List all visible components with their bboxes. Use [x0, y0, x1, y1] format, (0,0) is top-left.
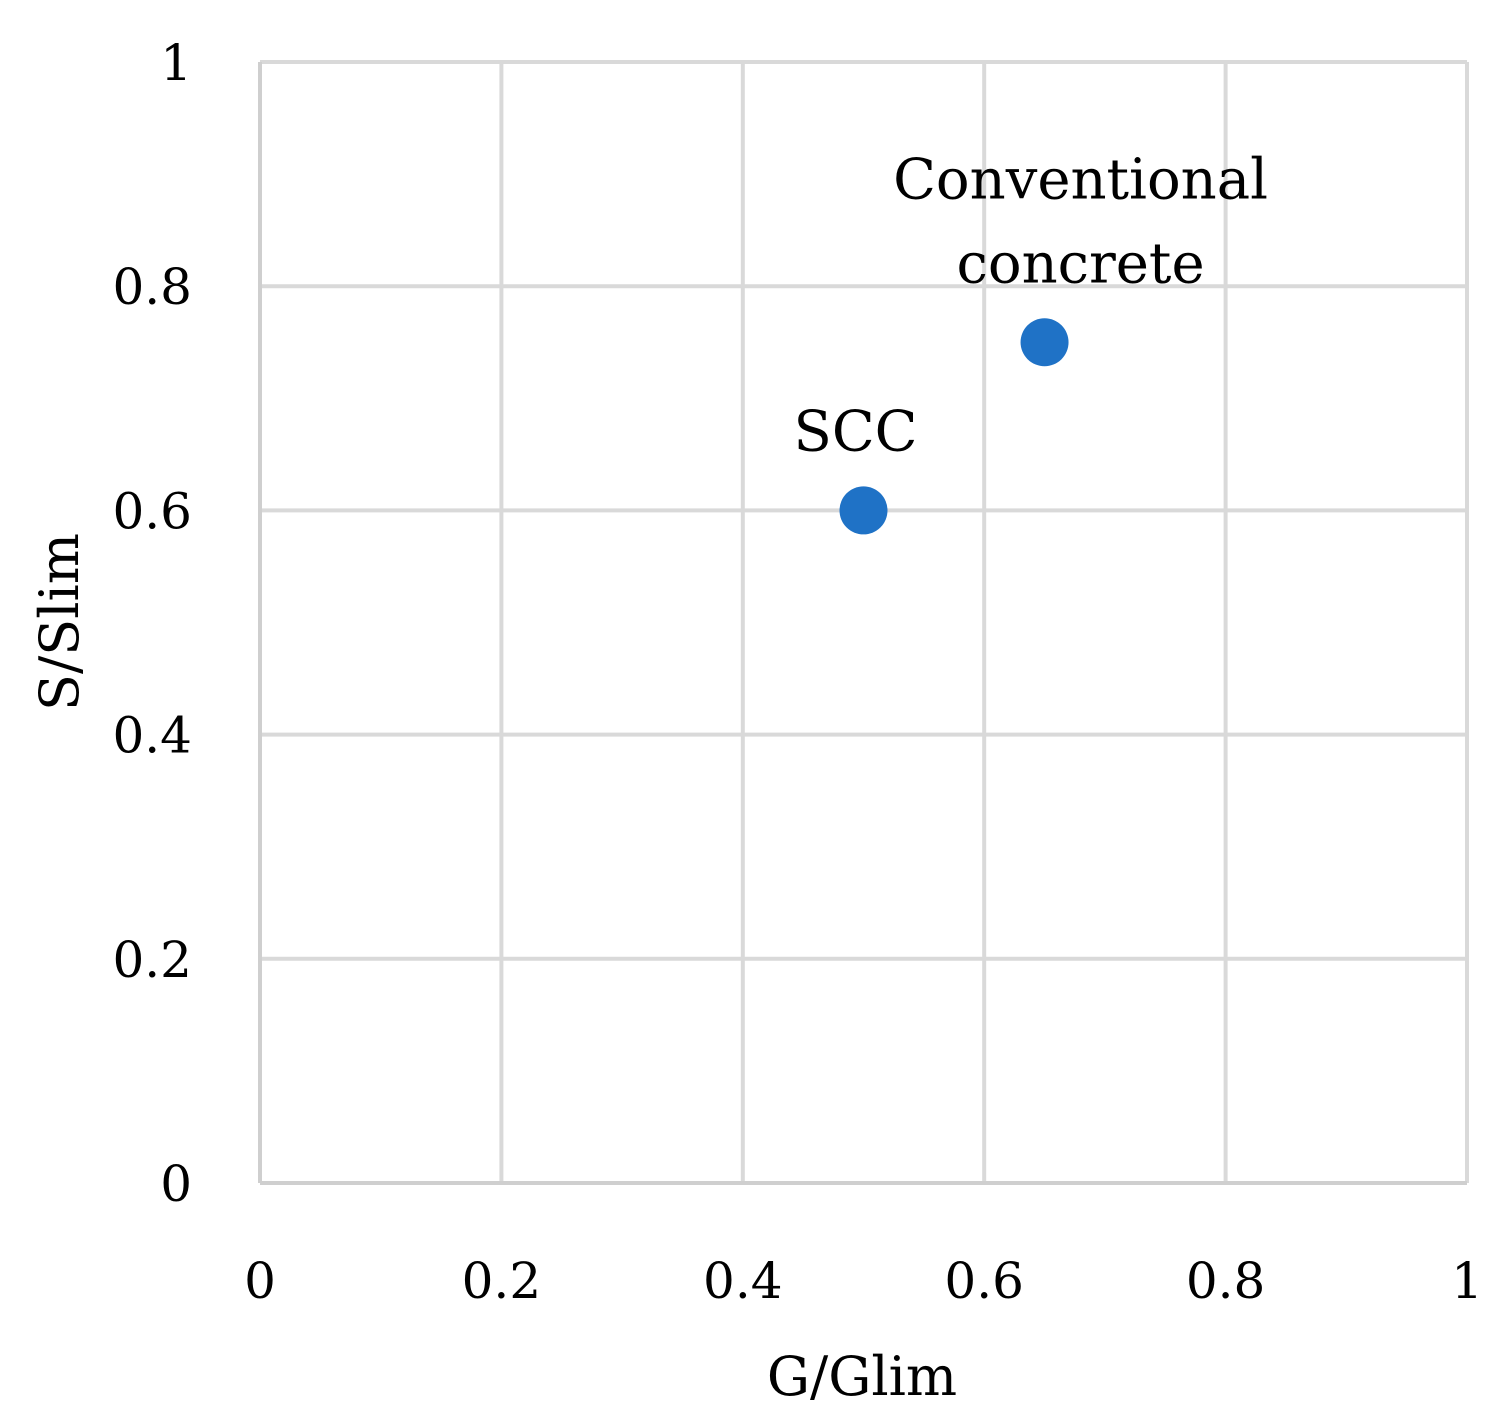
gridlines	[260, 60, 1469, 1183]
y-tick-label: 0.6	[112, 482, 192, 540]
y-axis-tick-labels: 0 0.2 0.4 0.6 0.8 1	[112, 34, 192, 1213]
x-tick-label: 0.4	[703, 1252, 783, 1310]
data-point-labels: SCC Conventional concrete	[793, 147, 1268, 464]
x-tick-label: 0.6	[944, 1252, 1024, 1310]
x-tick-label: 0.2	[462, 1252, 542, 1310]
data-point-label: SCC	[793, 399, 917, 464]
data-point-label: concrete	[957, 231, 1205, 296]
x-axis-tick-labels: 0 0.2 0.4 0.6 0.8 1	[244, 1252, 1483, 1310]
y-tick-label: 1	[160, 34, 192, 92]
x-tick-label: 0.8	[1186, 1252, 1266, 1310]
x-tick-label: 0	[244, 1252, 276, 1310]
y-tick-label: 0.2	[112, 931, 192, 989]
data-point	[1020, 318, 1069, 367]
y-axis-title: S/Slim	[28, 533, 91, 711]
y-tick-label: 0	[160, 1155, 192, 1213]
y-tick-label: 0.4	[112, 707, 192, 765]
axes	[258, 62, 1467, 1185]
data-point	[839, 486, 888, 535]
x-axis-title: G/Glim	[767, 1345, 957, 1408]
data-points	[839, 318, 1069, 535]
y-tick-label: 0.8	[112, 258, 192, 316]
x-tick-label: 1	[1451, 1252, 1483, 1310]
data-point-label: Conventional	[893, 147, 1268, 212]
